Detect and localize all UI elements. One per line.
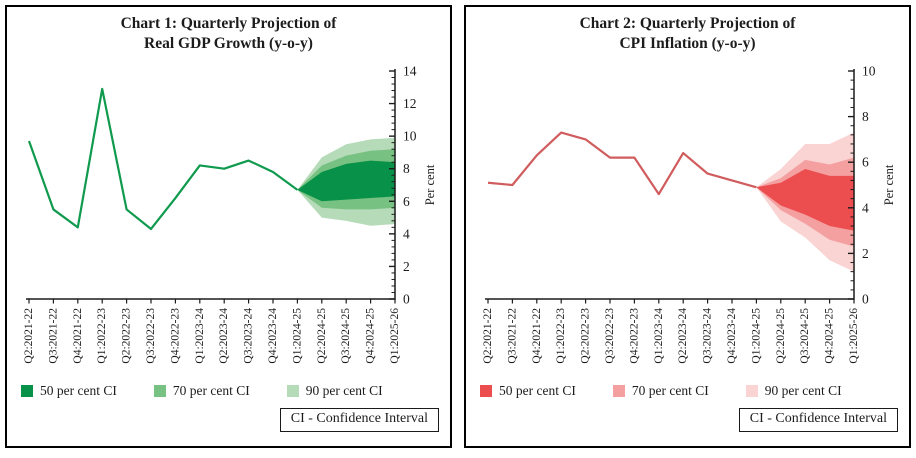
gdp-chart-legend: 50 per cent CI 70 per cent CI 90 per cen…: [21, 383, 383, 399]
x-tick-label: Q4:2024-25: [824, 308, 836, 364]
y-tick-label: 10: [403, 129, 417, 144]
legend-swatch-50ci: [21, 385, 33, 397]
x-tick-label: Q4:2022-23: [169, 308, 181, 364]
gdp-chart-panel: Chart 1: Quarterly Projection of Real GD…: [5, 5, 452, 448]
legend-swatch-90ci: [745, 385, 758, 397]
y-tick-label: 6: [862, 155, 869, 170]
y-axis-title: Per cent: [423, 164, 437, 205]
gdp-chart-plot: 0 2 4 6 8 10 12 14 Q2:2021-22 Q3:2021-22 Q4:2021-2…: [23, 64, 437, 364]
y-tick-label: 6: [403, 194, 410, 209]
legend-swatch-50ci: [480, 385, 492, 397]
x-tick-label: Q4:2023-24: [267, 308, 279, 364]
gdp-chart-title-line1: Chart 1: Quarterly Projection of: [120, 15, 337, 32]
ci-note-box: CI - Confidence Interval: [738, 408, 898, 432]
cpi-chart-plot: 0 2 4 6 8 10 Q2:2021-22 Q3:2021-22 Q4:2021-22 Q1:…: [482, 64, 896, 364]
cpi-chart-title-line1: Chart 2: Quarterly Projection of: [579, 15, 796, 32]
x-tick-label: Q3:2021-22: [47, 308, 59, 364]
y-tick-label: 0: [403, 292, 410, 307]
x-tick-label: Q4:2022-23: [628, 308, 640, 364]
x-tick-label: Q2:2022-23: [580, 308, 592, 364]
legend-swatch-70ci: [612, 385, 625, 397]
y-axis-title: Per cent: [882, 164, 896, 205]
x-tick-label: Q3:2023-24: [702, 308, 714, 364]
x-tick-label: Q1:2024-25: [750, 308, 762, 364]
x-tick-label: Q2:2023-24: [218, 308, 230, 364]
y-tick-label: 8: [862, 109, 869, 124]
x-tick-label: Q1:2024-25: [291, 308, 303, 364]
legend-label-70ci: 70 per cent CI: [631, 383, 709, 398]
x-tick-label: Q3:2024-25: [340, 308, 352, 364]
y-tick-label: 0: [862, 292, 869, 307]
legend-label-50ci: 50 per cent CI: [499, 383, 576, 398]
legend-item-70ci: 70 per cent CI: [153, 383, 250, 399]
y-tick-label: 14: [403, 64, 417, 79]
x-tick-label: Q3:2024-25: [799, 308, 811, 364]
y-tick-label: 8: [403, 161, 410, 176]
x-tick-label: Q4:2023-24: [726, 308, 738, 364]
x-tick-label: Q2:2024-25: [316, 308, 328, 364]
legend-label-70ci: 70 per cent CI: [172, 383, 250, 398]
legend-item-50ci: 50 per cent CI: [480, 383, 576, 399]
legend-swatch-90ci: [286, 385, 299, 397]
cpi-chart-title: Chart 2: Quarterly Projection of CPI Inf…: [466, 14, 909, 53]
y-tick-label: 10: [862, 64, 876, 79]
cpi-chart-title-line2: CPI Inflation (y-o-y): [619, 34, 756, 52]
x-tick-label: Q1:2023-24: [653, 308, 665, 364]
y-tick-label: 2: [403, 259, 410, 274]
fan-band-p50: [297, 160, 395, 202]
cpi-chart-legend: 50 per cent CI 70 per cent CI 90 per cen…: [480, 383, 842, 399]
x-tick-label: Q3:2023-24: [243, 308, 255, 364]
cpi-chart-panel: Chart 2: Quarterly Projection of CPI Inf…: [464, 5, 911, 448]
x-tick-label: Q1:2022-23: [96, 308, 108, 364]
gdp-chart-title: Chart 1: Quarterly Projection of Real GD…: [7, 14, 450, 53]
x-tick-label: Q4:2021-22: [72, 308, 84, 364]
gdp-chart-title-line2: Real GDP Growth (y-o-y): [144, 34, 313, 52]
actual-line: [487, 131, 757, 196]
x-tick-label: Q2:2022-23: [121, 308, 133, 364]
y-tick-label: 2: [862, 246, 869, 261]
fan-band-p50: [756, 169, 854, 231]
legend-item-90ci: 90 per cent CI: [286, 383, 383, 399]
x-tick-label: Q2:2023-24: [677, 308, 689, 364]
x-tick-label: Q2:2021-22: [23, 308, 35, 364]
x-tick-label: Q1:2022-23: [555, 308, 567, 364]
x-tick-label: Q2:2024-25: [775, 308, 787, 364]
y-tick-label: 4: [862, 200, 869, 215]
legend-label-90ci: 90 per cent CI: [764, 383, 842, 398]
x-tick-label: Q4:2024-25: [365, 308, 377, 364]
legend-item-70ci: 70 per cent CI: [612, 383, 709, 399]
legend-label-90ci: 90 per cent CI: [305, 383, 383, 398]
x-tick-label: Q3:2021-22: [506, 308, 518, 364]
y-tick-label: 12: [403, 96, 417, 111]
x-tick-label: Q1:2025-26: [848, 308, 860, 364]
x-tick-label: Q1:2025-26: [389, 308, 401, 364]
y-tick-label: 4: [403, 226, 410, 241]
legend-swatch-70ci: [153, 385, 166, 397]
legend-label-50ci: 50 per cent CI: [40, 383, 117, 398]
x-tick-label: Q2:2021-22: [482, 308, 494, 364]
legend-item-90ci: 90 per cent CI: [745, 383, 842, 399]
x-tick-label: Q4:2021-22: [531, 308, 543, 364]
legend-item-50ci: 50 per cent CI: [21, 383, 117, 399]
x-tick-label: Q3:2022-23: [145, 308, 157, 364]
x-tick-label: Q1:2023-24: [194, 308, 206, 364]
ci-note-box: CI - Confidence Interval: [279, 408, 439, 432]
actual-line: [27, 87, 299, 231]
x-tick-label: Q3:2022-23: [604, 308, 616, 364]
